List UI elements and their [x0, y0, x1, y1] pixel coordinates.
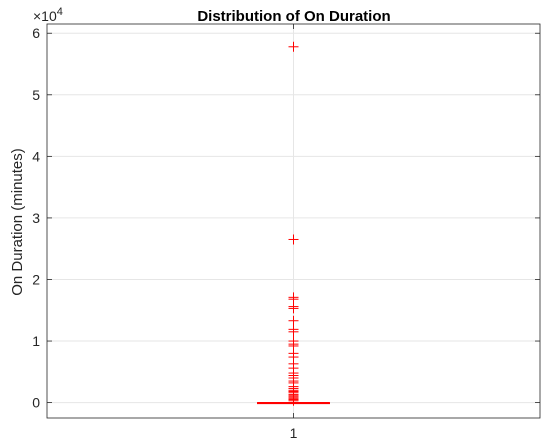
y-tick-label: 4 — [32, 148, 40, 164]
y-tick-label: 2 — [32, 271, 40, 287]
y-exponent-base: ×10 — [33, 8, 57, 24]
x-tick-label: 1 — [290, 425, 298, 441]
outlier-point — [288, 395, 299, 406]
y-tick-label: 6 — [32, 25, 40, 41]
y-tick-label: 5 — [32, 87, 40, 103]
outlier-point — [288, 41, 299, 52]
outlier-point — [288, 234, 299, 245]
y-tick-label: 0 — [32, 395, 40, 411]
outlier-point — [288, 303, 299, 314]
y-tick-label: 3 — [32, 210, 40, 226]
outlier-point — [288, 315, 299, 326]
outlier-point — [288, 326, 299, 337]
y-tick-label: 1 — [32, 333, 40, 349]
plot-area: 0 1 2 3 4 5 6 1 — [32, 23, 541, 441]
y-axis-label: On Duration (minutes) — [9, 148, 26, 296]
y-exponent-label: ×104 — [33, 6, 63, 24]
y-exponent-power: 4 — [57, 6, 63, 18]
chart-title: Distribution of On Duration — [197, 8, 390, 25]
